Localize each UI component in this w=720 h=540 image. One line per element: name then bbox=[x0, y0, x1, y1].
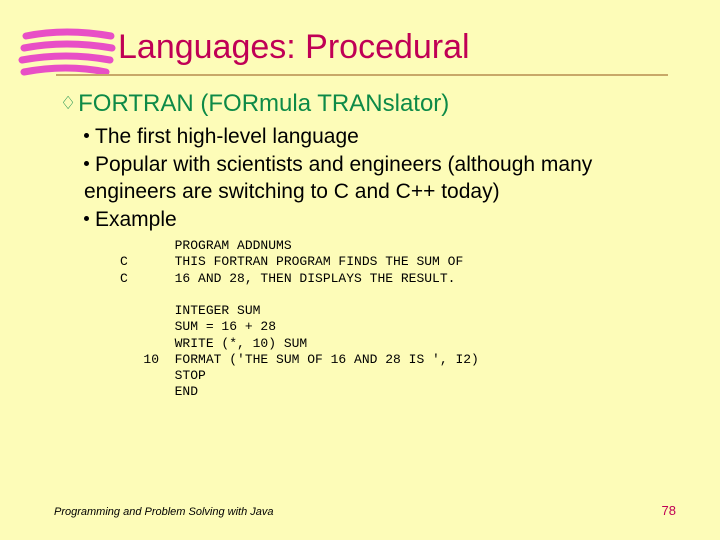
decorative-scribble bbox=[16, 22, 116, 82]
bullet-list: The first high-level language Popular wi… bbox=[84, 124, 664, 235]
footer-text: Programming and Problem Solving with Jav… bbox=[54, 506, 274, 518]
list-item-text: The first high-level language bbox=[95, 125, 359, 148]
title-underline bbox=[56, 74, 668, 76]
code-block: PROGRAM ADDNUMS C THIS FORTRAN PROGRAM F… bbox=[120, 238, 479, 401]
list-item-text: Popular with scientists and engineers (a… bbox=[84, 153, 592, 202]
diamond-bullet-icon: ♢ bbox=[60, 93, 76, 114]
dot-bullet-icon bbox=[84, 216, 89, 221]
slide-title: Languages: Procedural bbox=[118, 28, 470, 67]
slide-number: 78 bbox=[662, 503, 676, 518]
dot-bullet-icon bbox=[84, 161, 89, 166]
subheading-text: FORTRAN (FORmula TRANslator) bbox=[78, 90, 449, 117]
list-item: Example bbox=[84, 207, 664, 233]
subheading: ♢FORTRAN (FORmula TRANslator) bbox=[60, 90, 449, 118]
list-item: The first high-level language bbox=[84, 124, 664, 150]
list-item: Popular with scientists and engineers (a… bbox=[84, 152, 664, 205]
dot-bullet-icon bbox=[84, 133, 89, 138]
list-item-text: Example bbox=[95, 208, 177, 231]
